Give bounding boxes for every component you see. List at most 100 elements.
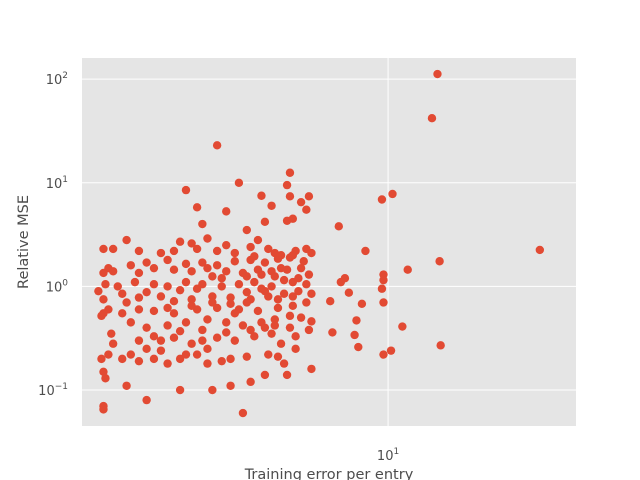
data-point [222, 240, 231, 250]
data-point [307, 248, 316, 258]
data-point [336, 277, 346, 287]
data-point [192, 244, 202, 254]
y-tick-label: 10−1 [38, 382, 68, 399]
data-point [163, 303, 172, 313]
data-point [142, 395, 151, 405]
data-point [304, 270, 314, 279]
data-point [288, 301, 298, 311]
data-point [377, 284, 387, 293]
data-point [267, 282, 276, 291]
data-point [302, 205, 311, 214]
data-point [97, 311, 106, 321]
data-point [282, 180, 292, 190]
data-point [134, 293, 144, 302]
data-point [267, 329, 276, 338]
data-point [250, 252, 259, 261]
data-point [217, 274, 226, 283]
data-point [294, 286, 303, 296]
data-point [212, 303, 222, 313]
data-point [181, 259, 191, 269]
data-point [175, 326, 185, 336]
data-point [279, 275, 289, 285]
data-point [134, 246, 144, 256]
data-point [217, 356, 226, 366]
data-point [181, 185, 191, 195]
data-point [203, 234, 212, 243]
data-point [291, 332, 300, 341]
data-point [104, 350, 113, 359]
data-point [296, 263, 306, 273]
data-point [436, 341, 445, 350]
data-point [212, 246, 222, 256]
data-point [212, 141, 222, 150]
data-point [242, 298, 252, 307]
data-point [260, 323, 270, 332]
data-point [122, 381, 131, 390]
data-point [334, 222, 343, 231]
data-point [379, 298, 388, 307]
data-point [203, 359, 212, 368]
data-point [198, 258, 207, 267]
data-point [328, 328, 337, 337]
data-point [352, 316, 361, 325]
data-point [187, 267, 196, 276]
data-point [246, 242, 255, 252]
data-point [149, 332, 159, 341]
data-point [242, 287, 252, 297]
data-point [156, 336, 166, 345]
data-point [134, 305, 144, 314]
data-point [97, 354, 106, 364]
data-point [388, 189, 397, 199]
data-point [108, 267, 118, 276]
data-point [156, 346, 166, 355]
data-point [208, 298, 217, 307]
data-point [181, 350, 191, 359]
data-point [181, 277, 191, 287]
y-tick-label: 101 [46, 175, 68, 192]
data-point [175, 237, 185, 246]
data-point [377, 195, 387, 204]
data-point [94, 286, 103, 296]
x-tick-labels: 101 [377, 447, 399, 464]
data-point [302, 298, 311, 307]
data-point [187, 239, 196, 248]
data-point [118, 354, 127, 364]
data-point [192, 350, 202, 359]
data-point [99, 405, 108, 414]
data-point [304, 192, 314, 201]
data-point [163, 282, 172, 291]
data-point [403, 265, 412, 274]
data-point [386, 346, 396, 355]
data-point [203, 263, 212, 273]
data-point [230, 309, 240, 318]
data-point [212, 333, 222, 342]
data-point [142, 344, 151, 354]
data-point [118, 309, 127, 318]
data-point [169, 265, 179, 274]
data-point [279, 359, 289, 368]
x-axis-label: Training error per entry [244, 467, 414, 480]
data-point [307, 289, 316, 298]
data-point [142, 323, 151, 332]
data-point [535, 245, 545, 255]
data-point [149, 263, 159, 273]
data-point [212, 261, 222, 270]
data-point [354, 342, 363, 352]
data-point [234, 178, 244, 187]
data-point [226, 293, 235, 302]
data-point [175, 354, 185, 364]
data-point [222, 328, 231, 337]
data-point [279, 289, 289, 298]
data-point [122, 235, 131, 245]
data-point [267, 201, 276, 210]
data-point [230, 336, 240, 345]
data-point [282, 370, 292, 380]
data-point [398, 322, 407, 331]
data-point [250, 277, 259, 287]
data-point [296, 197, 306, 207]
data-point [217, 282, 226, 291]
data-point [198, 325, 207, 335]
data-point [285, 311, 295, 321]
data-point [288, 277, 298, 287]
